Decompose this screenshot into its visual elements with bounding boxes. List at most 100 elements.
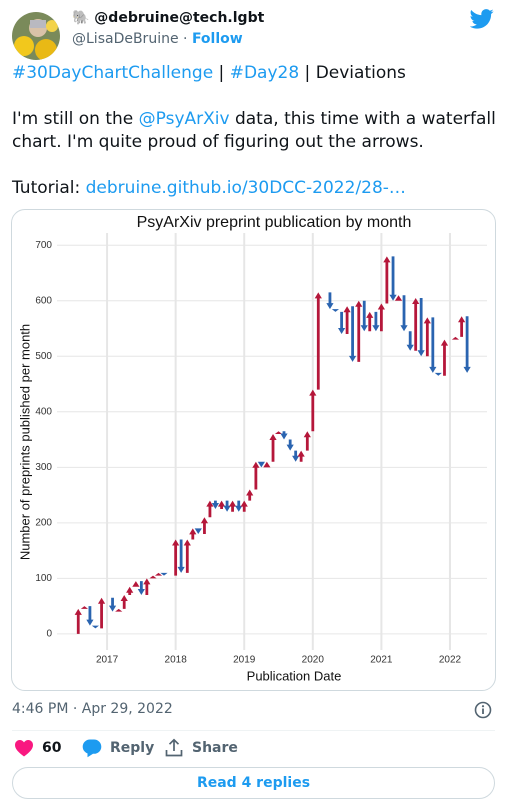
x-tick-label: 2021 bbox=[370, 655, 393, 666]
arrow bbox=[274, 431, 283, 435]
arrow bbox=[115, 608, 123, 612]
y-tick-label: 700 bbox=[35, 240, 52, 251]
divider bbox=[12, 730, 495, 731]
link[interactable]: #Day28 bbox=[229, 63, 300, 83]
arrow bbox=[269, 434, 277, 462]
arrow bbox=[74, 608, 82, 634]
arrow bbox=[194, 528, 202, 534]
x-tick-label: 2022 bbox=[439, 655, 462, 666]
x-tick-label: 2019 bbox=[233, 655, 256, 666]
arrow bbox=[91, 625, 100, 629]
arrow bbox=[440, 339, 449, 376]
arrow bbox=[149, 575, 157, 579]
arrow bbox=[417, 297, 425, 357]
arrow bbox=[434, 372, 442, 376]
arrow bbox=[394, 295, 403, 301]
arrow bbox=[297, 450, 305, 462]
chart: PsyArXiv preprint publication by month P… bbox=[17, 214, 487, 683]
read-replies-button[interactable]: Read 4 replies bbox=[12, 767, 495, 799]
arrow bbox=[331, 309, 340, 312]
paragraph: #30DayChartChallenge | #Day28 | Deviatio… bbox=[12, 62, 498, 85]
arrow bbox=[132, 581, 140, 587]
arrow bbox=[400, 295, 408, 332]
arrow bbox=[108, 597, 117, 612]
x-axis-title: Publication Date bbox=[247, 668, 342, 683]
y-tick-label: 600 bbox=[35, 295, 52, 306]
arrow bbox=[154, 572, 163, 576]
arrow bbox=[360, 300, 368, 332]
reply-icon bbox=[82, 739, 102, 758]
share-button[interactable]: Share bbox=[164, 738, 238, 758]
arrow bbox=[206, 500, 214, 518]
arrow bbox=[377, 303, 385, 332]
arrow bbox=[160, 572, 168, 576]
arrow bbox=[257, 461, 265, 468]
chart-title: PsyArXiv preprint publication by month bbox=[137, 214, 412, 231]
arrow bbox=[383, 256, 391, 304]
timestamp[interactable]: 4:46 PM · Apr 29, 2022 bbox=[12, 701, 173, 717]
arrow bbox=[126, 586, 134, 596]
arrow bbox=[348, 306, 357, 362]
arrow bbox=[246, 489, 254, 501]
chart-card[interactable]: PsyArXiv preprint publication by month P… bbox=[11, 209, 496, 691]
follow-link[interactable]: Follow bbox=[191, 31, 243, 47]
text-segment: data, this time with a waterfall chart. … bbox=[12, 109, 496, 152]
arrow bbox=[463, 316, 471, 373]
arrow bbox=[303, 431, 311, 451]
reply-label: Reply bbox=[110, 740, 155, 756]
arrow bbox=[412, 297, 420, 351]
y-tick-label: 200 bbox=[35, 517, 52, 528]
arrow bbox=[314, 292, 322, 390]
y-tick-label: 300 bbox=[35, 462, 52, 473]
arrow bbox=[223, 500, 231, 512]
link[interactable]: @PsyArXiv bbox=[138, 109, 230, 129]
arrow bbox=[280, 431, 288, 440]
arrow bbox=[172, 539, 180, 576]
link[interactable]: #30DayChartChallenge bbox=[12, 63, 214, 83]
y-tick-label: 500 bbox=[35, 351, 52, 362]
arrow bbox=[343, 306, 351, 335]
arrow bbox=[137, 581, 145, 596]
y-axis-title: Number of preprints published per month bbox=[17, 324, 32, 560]
like-count: 60 bbox=[42, 740, 62, 756]
info-icon[interactable] bbox=[474, 701, 492, 719]
text-segment: Tutorial: bbox=[12, 178, 86, 198]
display-name[interactable]: 🐘 @debruine@tech.lgbt bbox=[72, 10, 265, 26]
x-tick-label: 2018 bbox=[165, 655, 188, 666]
arrow bbox=[338, 311, 346, 335]
arrow bbox=[366, 311, 374, 332]
arrow bbox=[235, 500, 243, 512]
arrow bbox=[406, 331, 414, 351]
twitter-logo[interactable] bbox=[470, 9, 494, 29]
heart-icon bbox=[15, 740, 33, 757]
x-tick-label: 2020 bbox=[302, 655, 325, 666]
arrow bbox=[292, 450, 300, 462]
separator: · bbox=[183, 31, 188, 47]
arrow bbox=[97, 597, 106, 629]
arrow bbox=[372, 311, 380, 332]
arrow bbox=[143, 578, 151, 596]
arrow bbox=[252, 461, 260, 490]
arrow bbox=[217, 500, 226, 509]
arrow bbox=[120, 595, 128, 609]
reply-button[interactable]: Reply bbox=[82, 738, 154, 758]
arrow bbox=[240, 500, 248, 512]
arrow bbox=[309, 389, 317, 432]
share-icon bbox=[165, 738, 183, 757]
text-segment: | bbox=[213, 63, 230, 83]
handle[interactable]: @LisaDeBruine bbox=[72, 31, 179, 47]
like-button[interactable]: 60 bbox=[14, 738, 61, 758]
arrow bbox=[211, 500, 220, 509]
link[interactable]: debruine.github.io/30DCC-2022/28-… bbox=[85, 178, 406, 198]
arrow bbox=[458, 316, 466, 337]
paragraph: I'm still on the @PsyArXiv data, this ti… bbox=[12, 108, 498, 154]
arrow bbox=[228, 500, 237, 512]
arrow bbox=[286, 439, 294, 451]
share-label: Share bbox=[192, 740, 238, 756]
y-tick-label: 0 bbox=[46, 629, 52, 640]
handle-row: @LisaDeBruine · Follow bbox=[72, 31, 243, 47]
arrow bbox=[423, 317, 431, 357]
avatar[interactable] bbox=[12, 12, 60, 60]
arrow bbox=[429, 317, 437, 373]
